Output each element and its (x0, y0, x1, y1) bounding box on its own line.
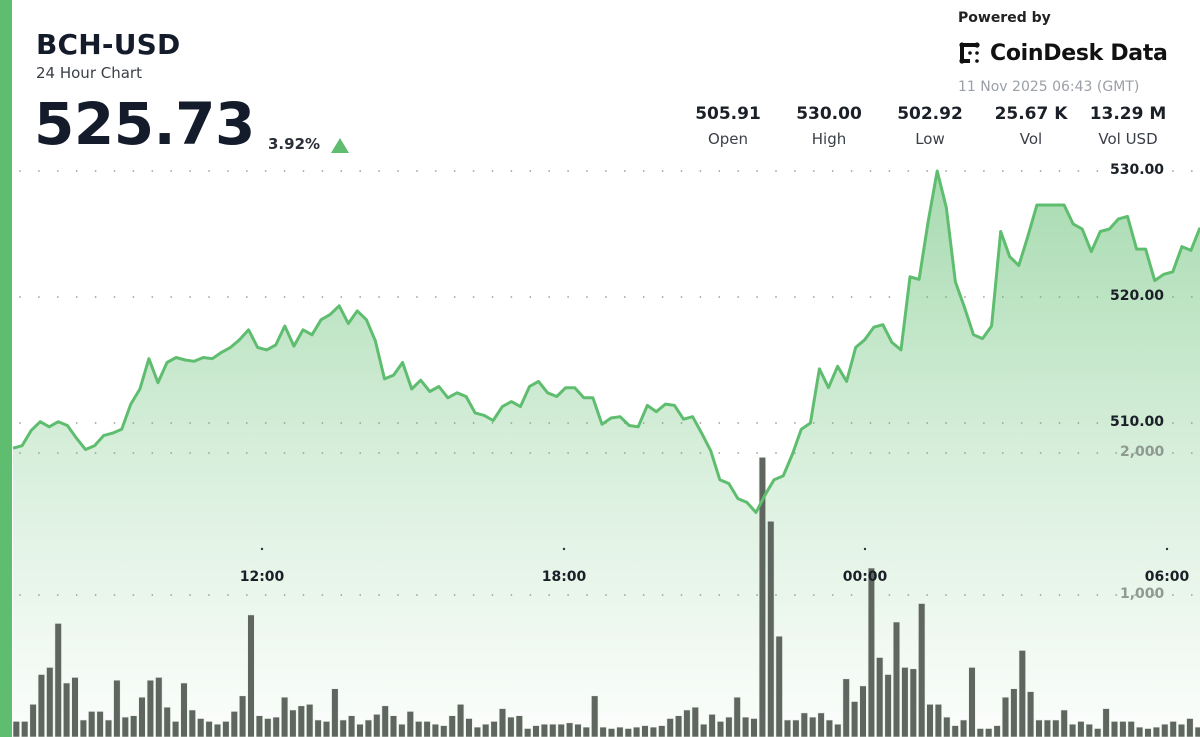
accent-bar (0, 0, 12, 737)
stat-value: 505.91 (695, 104, 761, 124)
time-tick-marks (260, 547, 1169, 551)
timestamp: 11 Nov 2025 06:43 (GMT) (958, 79, 1140, 95)
price-area (13, 171, 1200, 737)
stat-value: 530.00 (796, 104, 862, 124)
x-tick-label: 18:00 (541, 569, 587, 585)
y-tick-label: 530.00 (1110, 162, 1165, 178)
symbol-title: BCH-USD (36, 28, 181, 61)
stat-label: Open (707, 130, 749, 148)
current-price: 525.73 (34, 90, 255, 158)
volume-tick-label: 1,000 (1120, 586, 1165, 602)
volume-tick-label: 2,000 (1120, 444, 1165, 460)
stat-label: Low (915, 130, 945, 148)
change-percent: 3.92% (268, 135, 321, 153)
coindesk-logo-icon (959, 42, 980, 64)
stat-value: 502.92 (897, 104, 963, 124)
y-tick-label: 520.00 (1110, 288, 1165, 304)
y-tick-label: 510.00 (1110, 414, 1165, 430)
stat-label: Vol (1019, 130, 1043, 148)
stat-low: 502.92 Low (880, 104, 980, 148)
volume-bars (12, 456, 1200, 737)
stat-vol-usd: 13.29 M Vol USD (1082, 104, 1174, 148)
brand-logo-link[interactable]: CoinDesk Data (958, 38, 1168, 68)
x-tick-label: 06:00 (1144, 569, 1190, 585)
stat-open: 505.91 Open (678, 104, 778, 148)
stat-high: 530.00 High (778, 104, 880, 148)
triangle-up-icon (331, 138, 349, 153)
stat-vol: 25.67 K Vol (980, 104, 1082, 148)
x-tick-label: 12:00 (239, 569, 285, 585)
stat-label: Vol USD (1098, 130, 1158, 148)
powered-by-label: Powered by (958, 10, 1051, 26)
stat-value: 13.29 M (1089, 104, 1167, 124)
stat-value: 25.67 K (994, 104, 1068, 124)
stats-row: 505.91 Open 530.00 High 502.92 Low 25.67… (678, 104, 1174, 148)
x-tick-label: 00:00 (842, 569, 888, 585)
stat-label: High (811, 130, 847, 148)
brand-name: CoinDesk Data (990, 40, 1168, 66)
chart-subtitle: 24 Hour Chart (36, 64, 142, 82)
price-line (12, 169, 1200, 514)
